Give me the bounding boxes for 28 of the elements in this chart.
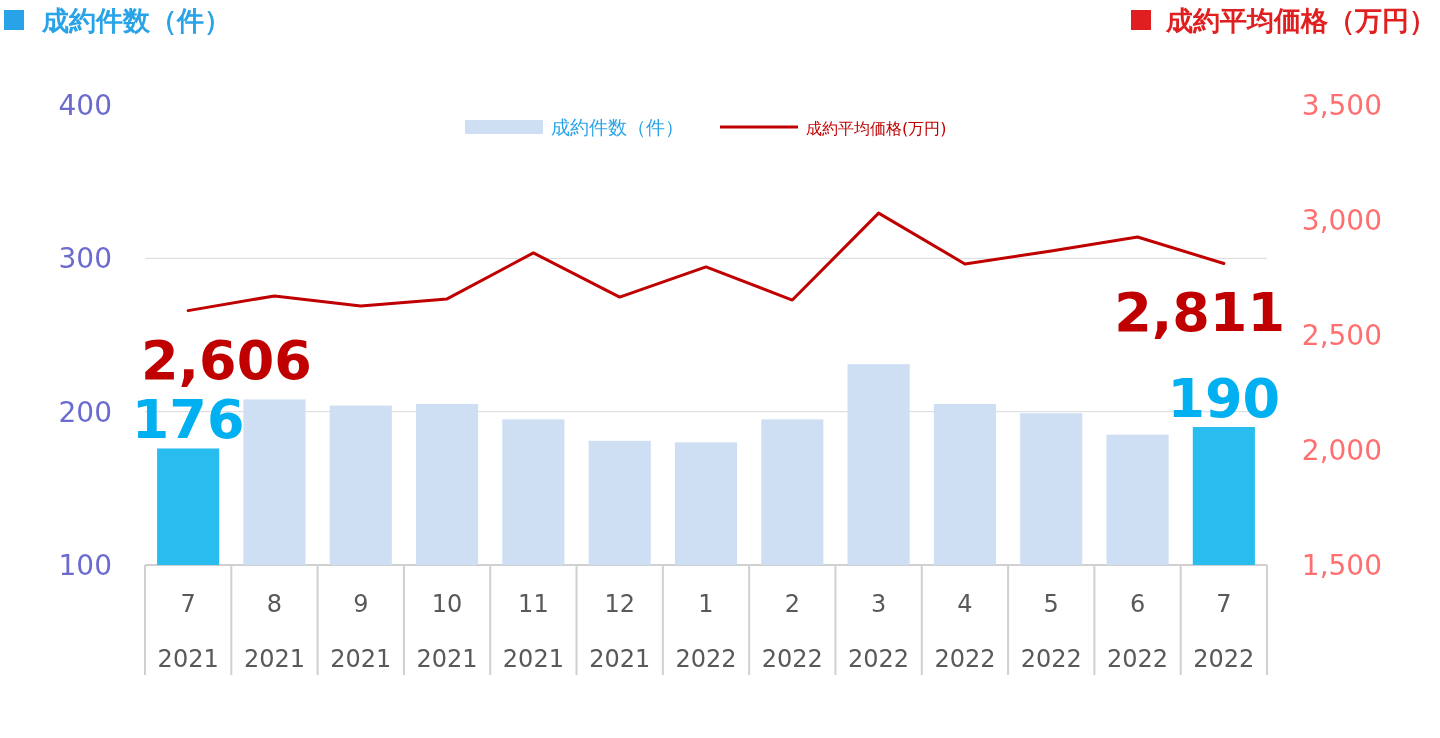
x-tick-label: 11 2021: [502, 590, 564, 673]
x-tick-label: 5 2022: [1020, 590, 1082, 673]
x-tick-label: 4 2022: [934, 590, 996, 673]
legend-label: 成約件数（件）: [551, 116, 684, 138]
y-tick-label: 100: [58, 549, 112, 582]
y2-tick-label: 2,500: [1301, 319, 1382, 352]
x-tick-label: 2 2022: [761, 590, 823, 673]
y-tick-label: 300: [58, 242, 112, 276]
x-tick-label: 3 2022: [848, 590, 910, 673]
data-label: 2,811: [1114, 281, 1285, 345]
x-tick-label: 7 2022: [1193, 590, 1255, 673]
x-tick-label: 8 2021: [243, 590, 305, 673]
y-tick-label: 400: [58, 89, 112, 122]
y2-axis-title: 成約平均価格（万円）: [1165, 5, 1436, 36]
x-tick-label: 1 2022: [675, 590, 737, 673]
y2-tick-label: 3,000: [1301, 204, 1382, 237]
x-tick-label: 10 2021: [416, 590, 478, 673]
x-tick-label: 6 2022: [1107, 590, 1169, 673]
x-tick-label: 7 2021: [157, 590, 219, 673]
x-tick-label: 12 2021: [589, 590, 651, 673]
data-label: 190: [1167, 367, 1281, 430]
y2-tick-label: 2,000: [1301, 434, 1382, 467]
legend-label: 成約平均価格(万円): [806, 119, 947, 138]
y-axis-title: 成約件数（件）: [41, 5, 231, 36]
y-tick-label: 200: [58, 395, 112, 429]
y2-tick-label: 1,500: [1301, 549, 1382, 582]
y2-tick-label: 3,500: [1301, 89, 1382, 122]
x-tick-label: 9 2021: [330, 590, 392, 673]
